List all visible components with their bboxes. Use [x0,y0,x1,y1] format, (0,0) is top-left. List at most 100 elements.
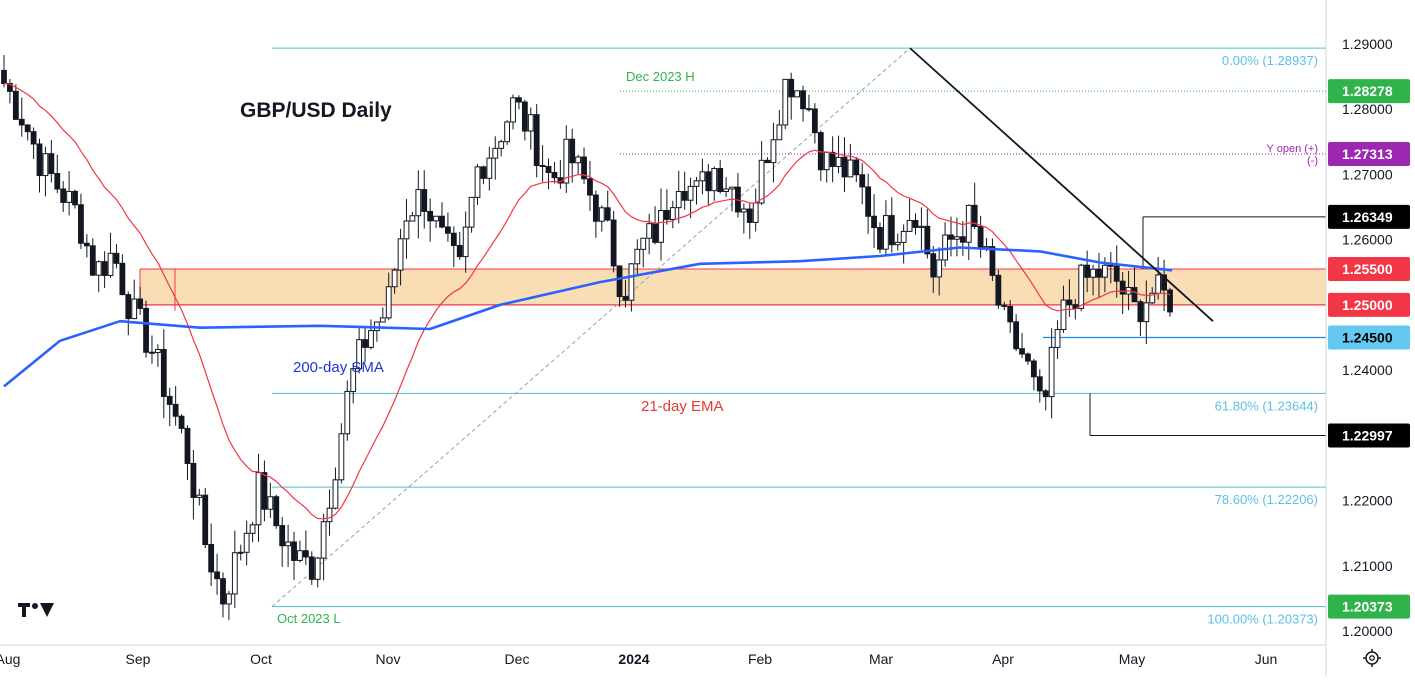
candle [752,202,759,223]
candle [332,479,339,509]
candle [652,223,658,243]
candle [598,207,605,222]
candle [871,215,877,229]
candle [888,215,895,246]
candle [409,215,416,222]
candle [184,427,191,464]
gear-icon[interactable] [1363,649,1381,667]
yopen-label: Y open (+) [1267,143,1318,155]
candle [1096,268,1102,278]
candle [1030,360,1037,378]
candle [723,188,729,193]
candle [894,241,901,246]
fibonacci-layer: 0.00% (1.28937) 61.80% (1.23644) 78.60% (1… [271,47,1326,627]
price-badge-label: 1.25500 [1342,261,1393,277]
candle [877,227,883,250]
candle [231,552,238,595]
candle [12,90,19,120]
fib-label: 0.00% (1.28937) [1222,53,1318,68]
candle [924,225,931,255]
time-axis-labels: Aug Sep Oct Nov Dec 2024 Feb Mar Apr May Jun [0,651,1277,667]
candle [137,298,144,309]
candle [403,220,410,240]
price-tick: 1.27000 [1342,166,1393,182]
candle [149,351,155,354]
candle [172,403,179,417]
candle [746,208,753,223]
price-tick: 1.20000 [1342,623,1393,639]
candle [675,191,682,209]
candle [18,118,25,126]
ema-21-line [3,82,1171,520]
price-badge-label: 1.20373 [1342,599,1393,615]
candle [350,368,357,392]
candle [504,121,510,143]
chart-title: GBP/USD Daily [240,99,392,122]
price-badge [1328,257,1410,282]
time-label: Feb [748,651,772,667]
candle [823,151,830,171]
candle [291,541,297,561]
candle [326,507,333,523]
candle [989,246,996,276]
price-badge [1328,292,1410,317]
candle [178,415,185,429]
candle [1131,287,1138,303]
candle [954,236,960,240]
candle [539,164,546,168]
candle [344,390,351,435]
price-badge-label: 1.27313 [1342,146,1393,162]
candle [36,143,43,177]
candle [54,173,61,190]
time-label: Sep [126,651,151,667]
candle [1072,304,1079,309]
candle [1054,329,1061,348]
price-badge [1328,204,1410,229]
time-label: Oct [250,651,272,667]
candle [237,551,244,554]
price-badge [1328,142,1410,167]
candle [154,348,161,354]
candle [385,286,392,319]
candle [480,166,487,179]
candle [1137,301,1144,323]
candle [486,157,493,179]
candle [977,226,984,249]
candle [125,294,132,320]
candle [439,215,445,228]
candle [1013,321,1020,350]
candle [1,69,7,85]
dec-high-label: Dec 2023 H [626,69,695,84]
candle [433,215,439,222]
candle [516,97,522,103]
candle [362,339,368,348]
candle [930,253,937,278]
price-badge [1328,423,1410,448]
candle [427,210,434,222]
candle [226,593,232,605]
candle [806,108,812,111]
candle [936,259,943,278]
candle [7,83,13,92]
candle [48,153,55,175]
candle [847,159,854,178]
candle [83,242,90,247]
candle [285,541,292,547]
candle [853,159,860,176]
candle [314,557,321,580]
candle [196,494,203,498]
candle [415,189,422,217]
price-badge-label: 1.24500 [1342,330,1393,346]
candle [865,186,872,217]
candle [462,226,469,258]
candle [1149,292,1156,304]
descending-trendline [909,47,1214,322]
candle [563,138,570,184]
fib-label: 61.80% (1.23644) [1215,398,1318,413]
candle [220,578,226,605]
candle [729,186,735,190]
candle [788,78,795,98]
